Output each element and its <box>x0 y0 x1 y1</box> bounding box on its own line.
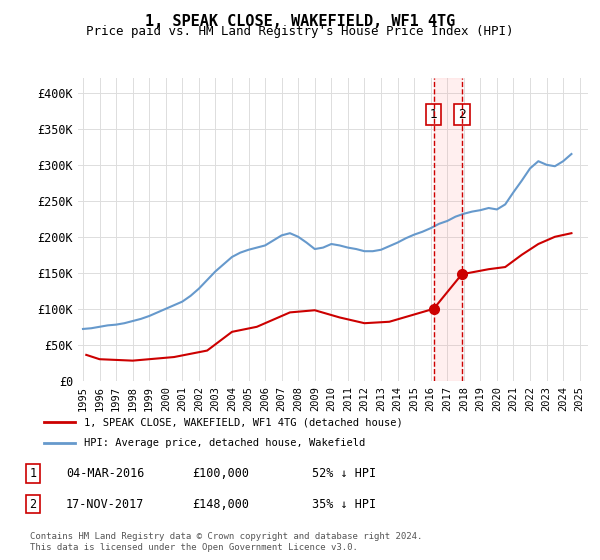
Text: £148,000: £148,000 <box>192 497 249 511</box>
Text: 1, SPEAK CLOSE, WAKEFIELD, WF1 4TG (detached house): 1, SPEAK CLOSE, WAKEFIELD, WF1 4TG (deta… <box>84 417 403 427</box>
Bar <box>434 78 462 381</box>
Text: 17-NOV-2017: 17-NOV-2017 <box>66 497 145 511</box>
Text: £100,000: £100,000 <box>192 466 249 480</box>
Text: 1, SPEAK CLOSE, WAKEFIELD, WF1 4TG: 1, SPEAK CLOSE, WAKEFIELD, WF1 4TG <box>145 14 455 29</box>
Text: 2: 2 <box>458 108 466 121</box>
Text: 1: 1 <box>29 466 37 480</box>
Text: 35% ↓ HPI: 35% ↓ HPI <box>312 497 376 511</box>
Text: 1: 1 <box>430 108 437 121</box>
Text: HPI: Average price, detached house, Wakefield: HPI: Average price, detached house, Wake… <box>84 438 365 448</box>
Text: 2: 2 <box>29 497 37 511</box>
Text: Price paid vs. HM Land Registry's House Price Index (HPI): Price paid vs. HM Land Registry's House … <box>86 25 514 38</box>
Text: Contains HM Land Registry data © Crown copyright and database right 2024.
This d: Contains HM Land Registry data © Crown c… <box>30 532 422 552</box>
Text: 52% ↓ HPI: 52% ↓ HPI <box>312 466 376 480</box>
Text: 04-MAR-2016: 04-MAR-2016 <box>66 466 145 480</box>
